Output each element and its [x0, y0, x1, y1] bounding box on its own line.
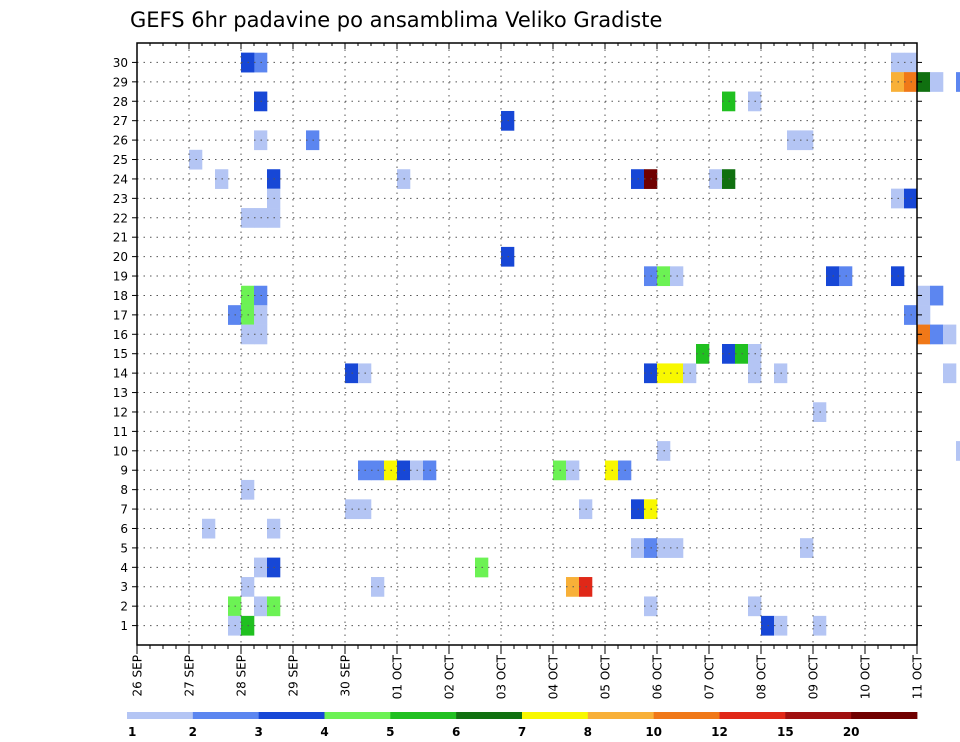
x-axis: 26 SEP 27 SEP 28 SEP 29 SEP 30 SEP 01 OCT 02 O… [131, 43, 925, 699]
legend-swatch [851, 712, 918, 719]
y-tick-label: 5 [120, 541, 128, 555]
heatmap-cell [943, 363, 957, 384]
legend-label: 7 [518, 725, 526, 739]
y-tick-label: 26 [113, 134, 128, 148]
legend-label: 6 [452, 725, 460, 739]
legend-label: 20 [843, 725, 860, 739]
y-tick-label: 19 [113, 270, 128, 284]
x-tick-label: 28 SEP [235, 655, 249, 697]
x-tick-label: 11 OCT [911, 654, 925, 699]
y-tick-label: 24 [113, 172, 128, 186]
y-tick-label: 12 [113, 405, 128, 419]
x-tick-label: 09 OCT [807, 654, 821, 699]
y-tick-label: 7 [120, 503, 128, 517]
y-tick-label: 4 [120, 561, 128, 575]
legend-swatch [127, 712, 194, 719]
legend-swatch [258, 712, 325, 719]
y-tick-label: 29 [113, 75, 128, 89]
y-tick-label: 30 [113, 56, 128, 70]
x-tick-label: 10 OCT [859, 654, 873, 699]
heatmap-cell [917, 72, 931, 92]
y-tick-label: 17 [113, 308, 128, 322]
legend-label: 12 [711, 725, 728, 739]
y-tick-label: 1 [120, 619, 128, 633]
x-tick-label: 07 OCT [703, 654, 717, 699]
heatmap-cell [917, 305, 931, 325]
y-tick-label: 25 [113, 153, 128, 167]
legend-label: 2 [189, 725, 197, 739]
heatmap-cell [917, 324, 931, 345]
x-tick-label: 02 OCT [443, 654, 457, 699]
heatmap-cell [956, 72, 960, 92]
grid-lines [137, 43, 917, 645]
chart-title: GEFS 6hr padavine po ansamblima Veliko G… [130, 8, 662, 32]
x-tick-label: 04 OCT [547, 654, 561, 699]
y-tick-label: 28 [113, 95, 128, 109]
legend-swatch [522, 712, 589, 719]
x-tick-label: 05 OCT [599, 654, 613, 699]
y-axis: 1234567891011121314151617181920212223242… [113, 56, 922, 633]
y-tick-label: 18 [113, 289, 128, 303]
legend-swatch [390, 712, 457, 719]
heatmap-cell [943, 324, 957, 345]
y-tick-label: 9 [120, 464, 128, 478]
legend-label: 10 [645, 725, 662, 739]
legend-swatch [587, 712, 655, 719]
y-tick-label: 23 [113, 192, 128, 206]
heatmap-cell [956, 441, 960, 461]
y-tick-label: 2 [120, 600, 128, 614]
y-tick-label: 27 [113, 114, 128, 128]
legend-label: 8 [584, 725, 592, 739]
y-tick-label: 6 [120, 522, 128, 536]
x-tick-label: 29 SEP [287, 655, 301, 697]
y-tick-label: 13 [113, 386, 128, 400]
y-tick-label: 21 [113, 231, 128, 245]
x-tick-label: 30 SEP [339, 655, 353, 697]
heatmap-cell [930, 324, 944, 345]
y-tick-label: 22 [113, 211, 128, 225]
y-tick-label: 8 [120, 483, 128, 497]
x-tick-label: 03 OCT [495, 654, 509, 699]
color-legend: 1 2 3 4 5 6 7 8 10 12 15 20 [127, 712, 918, 739]
heatmap-cell [930, 285, 944, 306]
heatmap-cell [917, 285, 931, 306]
legend-swatch [653, 712, 720, 719]
x-tick-label: 27 SEP [183, 655, 197, 697]
x-tick-label: 26 SEP [131, 655, 145, 697]
legend-label: 15 [777, 725, 794, 739]
y-tick-label: 20 [113, 250, 128, 264]
legend-swatch [192, 712, 260, 719]
y-tick-label: 14 [113, 367, 128, 381]
x-tick-label: 06 OCT [651, 654, 665, 699]
legend-label: 5 [386, 725, 394, 739]
heatmap-cell [930, 72, 944, 92]
y-tick-label: 3 [120, 580, 128, 594]
y-tick-label: 16 [113, 328, 128, 342]
legend-swatch [324, 712, 391, 719]
legend-swatch [456, 712, 523, 719]
y-tick-label: 10 [113, 444, 128, 458]
x-tick-label: 01 OCT [391, 654, 405, 699]
x-tick-label: 08 OCT [755, 654, 769, 699]
legend-label: 1 [128, 725, 136, 739]
legend-label: 4 [320, 725, 328, 739]
legend-swatch [785, 712, 852, 719]
y-tick-label: 11 [113, 425, 128, 439]
y-tick-label: 15 [113, 347, 128, 361]
legend-label: 3 [254, 725, 262, 739]
heatmap-cells [189, 52, 960, 636]
legend-swatch [719, 712, 786, 719]
